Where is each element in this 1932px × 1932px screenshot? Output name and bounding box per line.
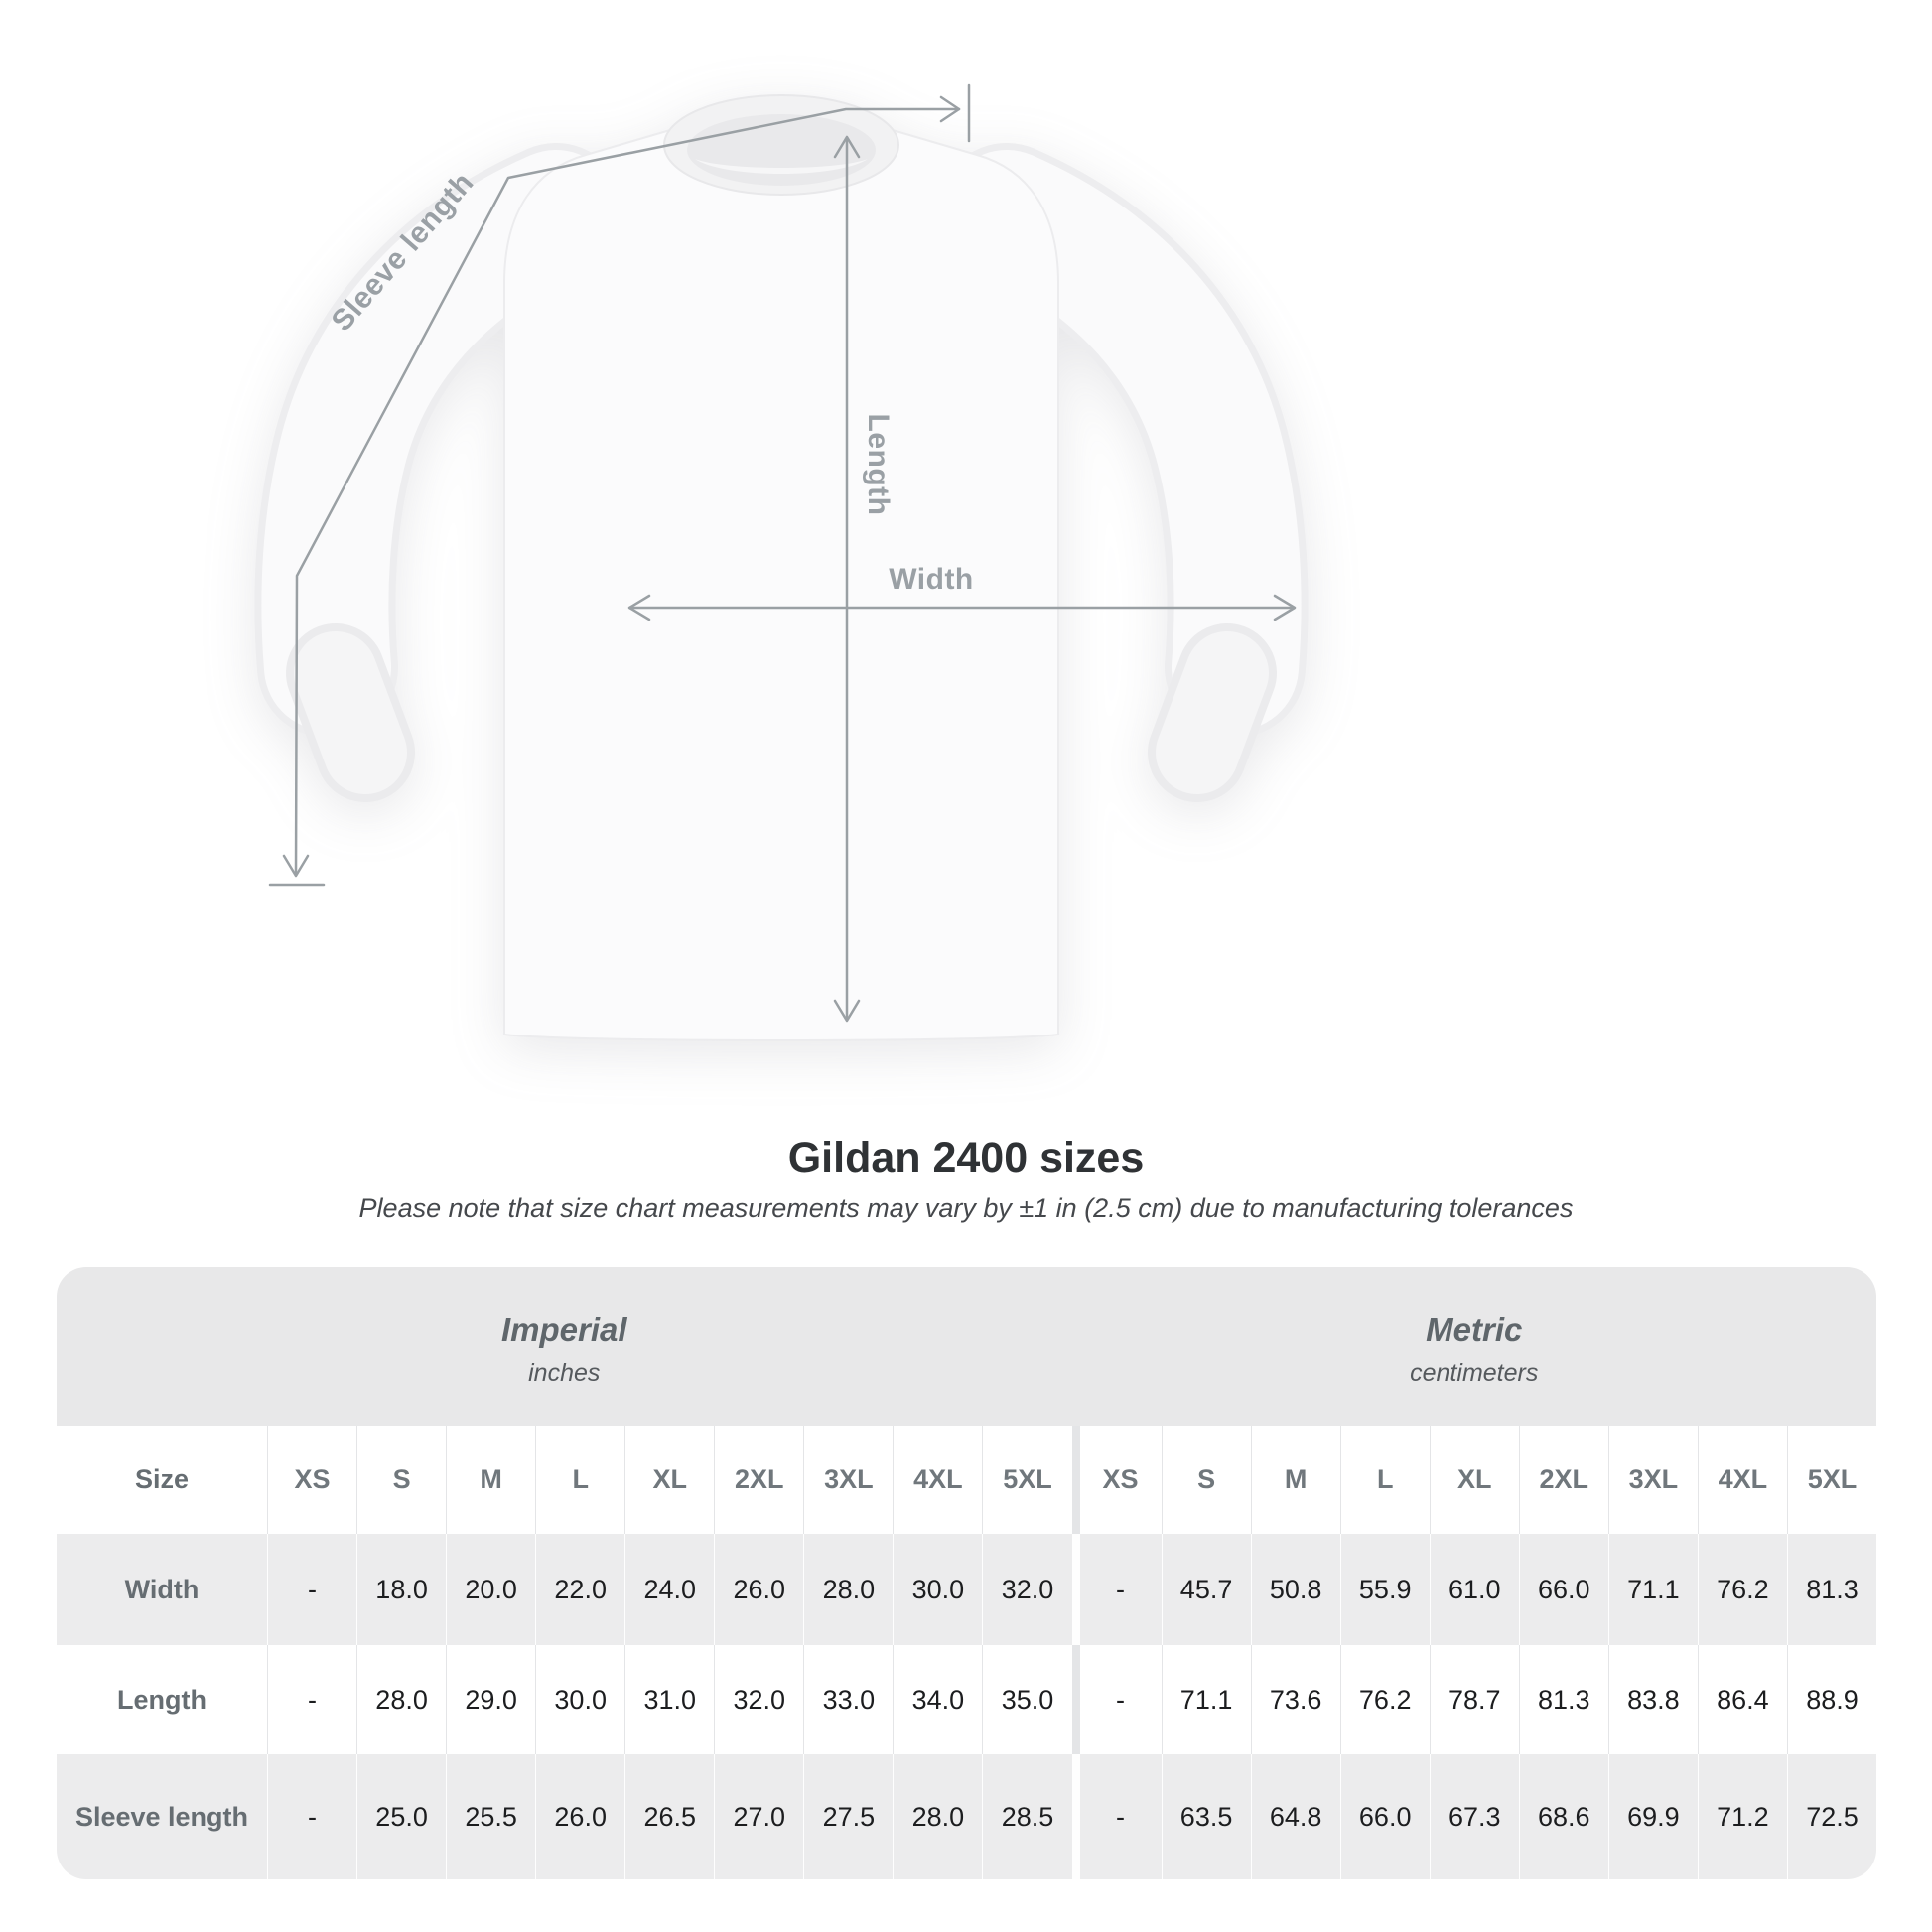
value-cell: 30.0 [535, 1645, 624, 1754]
value-cell: 26.5 [624, 1754, 714, 1879]
value-cell: 22.0 [535, 1534, 624, 1645]
value-cell: 31.0 [624, 1645, 714, 1754]
value-cell: 68.6 [1518, 1754, 1608, 1879]
value-cell: - [267, 1645, 356, 1754]
col-header: 4XL [1697, 1426, 1787, 1534]
value-cell: 66.0 [1518, 1534, 1608, 1645]
size-table: Imperial inches Metric centimeters Size … [57, 1267, 1876, 1879]
value-cell: - [1071, 1754, 1162, 1879]
value-cell: 55.9 [1339, 1534, 1430, 1645]
value-cell: 24.0 [624, 1534, 714, 1645]
width-row: Width - 18.0 20.0 22.0 24.0 26.0 28.0 30… [57, 1534, 1876, 1645]
value-cell: 26.0 [535, 1754, 624, 1879]
value-cell: 26.0 [714, 1534, 803, 1645]
value-cell: 28.0 [356, 1645, 446, 1754]
value-cell: 76.2 [1339, 1645, 1430, 1754]
value-cell: 18.0 [356, 1534, 446, 1645]
value-cell: 86.4 [1697, 1645, 1787, 1754]
metric-group-header: Metric centimeters [1072, 1267, 1877, 1426]
value-cell: 83.8 [1607, 1645, 1698, 1754]
value-cell: 63.5 [1161, 1754, 1251, 1879]
value-cell: 45.7 [1161, 1534, 1251, 1645]
metric-unit: centimeters [1410, 1358, 1539, 1387]
value-cell: 76.2 [1697, 1534, 1787, 1645]
value-cell: 71.1 [1607, 1534, 1698, 1645]
shirt-measurement-diagram: Sleeve length Length Width [254, 83, 1309, 1041]
col-header: L [535, 1426, 624, 1534]
col-header: S [1161, 1426, 1251, 1534]
col-header: XL [1429, 1426, 1519, 1534]
value-cell: 34.0 [893, 1645, 982, 1754]
col-header: S [356, 1426, 446, 1534]
value-cell: 78.7 [1429, 1645, 1519, 1754]
row-label: Sleeve length [74, 1801, 249, 1832]
col-header: M [446, 1426, 535, 1534]
size-header-row: Size XS S M L XL 2XL 3XL 4XL 5XL XS S M … [57, 1426, 1876, 1534]
value-cell: 30.0 [893, 1534, 982, 1645]
value-cell: 25.5 [446, 1754, 535, 1879]
value-cell: 61.0 [1429, 1534, 1519, 1645]
tolerance-note: Please note that size chart measurements… [358, 1193, 1574, 1223]
value-cell: 69.9 [1607, 1754, 1698, 1879]
value-cell: 81.3 [1786, 1534, 1876, 1645]
value-cell: 32.0 [982, 1534, 1071, 1645]
value-cell: 32.0 [714, 1645, 803, 1754]
measurement-lines [268, 83, 1297, 1023]
value-cell: 27.0 [714, 1754, 803, 1879]
value-cell: - [1071, 1645, 1162, 1754]
value-cell: 28.0 [893, 1754, 982, 1879]
value-cell: 28.0 [803, 1534, 893, 1645]
imperial-unit: inches [528, 1358, 601, 1387]
col-header: M [1250, 1426, 1340, 1534]
width-label: Width [889, 563, 974, 596]
col-header: 2XL [714, 1426, 803, 1534]
value-cell: 20.0 [446, 1534, 535, 1645]
value-cell: - [267, 1754, 356, 1879]
col-header: XS [1071, 1426, 1162, 1534]
value-cell: 72.5 [1786, 1754, 1876, 1879]
col-header: 2XL [1518, 1426, 1608, 1534]
length-label: Length [862, 413, 895, 516]
value-cell: - [267, 1534, 356, 1645]
value-cell: 67.3 [1429, 1754, 1519, 1879]
length-row: Length - 28.0 29.0 30.0 31.0 32.0 33.0 3… [57, 1645, 1876, 1754]
unit-group-band: Imperial inches Metric centimeters [57, 1267, 1876, 1426]
value-cell: 27.5 [803, 1754, 893, 1879]
value-cell: 35.0 [982, 1645, 1071, 1754]
col-header: 4XL [893, 1426, 982, 1534]
metric-label: Metric [1426, 1311, 1523, 1348]
page-title: Gildan 2400 sizes [787, 1134, 1145, 1181]
size-column-header: Size [134, 1464, 190, 1494]
row-label: Length [117, 1684, 207, 1715]
value-cell: 33.0 [803, 1645, 893, 1754]
imperial-group-header: Imperial inches [57, 1267, 1072, 1426]
value-cell: 28.5 [982, 1754, 1071, 1879]
value-cell: 50.8 [1250, 1534, 1340, 1645]
value-cell: 88.9 [1786, 1645, 1876, 1754]
value-cell: 29.0 [446, 1645, 535, 1754]
value-cell: 66.0 [1339, 1754, 1430, 1879]
value-cell: - [1071, 1534, 1162, 1645]
col-header: 5XL [1786, 1426, 1876, 1534]
value-cell: 71.2 [1697, 1754, 1787, 1879]
col-header: L [1339, 1426, 1430, 1534]
shirt-illustration [254, 83, 1309, 1041]
value-cell: 64.8 [1250, 1754, 1340, 1879]
col-header: 3XL [803, 1426, 893, 1534]
value-cell: 71.1 [1161, 1645, 1251, 1754]
value-cell: 81.3 [1518, 1645, 1608, 1754]
value-cell: 25.0 [356, 1754, 446, 1879]
sleeve-length-row: Sleeve length - 25.0 25.5 26.0 26.5 27.0… [57, 1754, 1876, 1879]
col-header: XS [267, 1426, 356, 1534]
imperial-label: Imperial [500, 1311, 627, 1348]
col-header: 5XL [982, 1426, 1071, 1534]
col-header: 3XL [1607, 1426, 1698, 1534]
col-header: XL [624, 1426, 714, 1534]
value-cell: 73.6 [1250, 1645, 1340, 1754]
row-label: Width [124, 1574, 200, 1604]
